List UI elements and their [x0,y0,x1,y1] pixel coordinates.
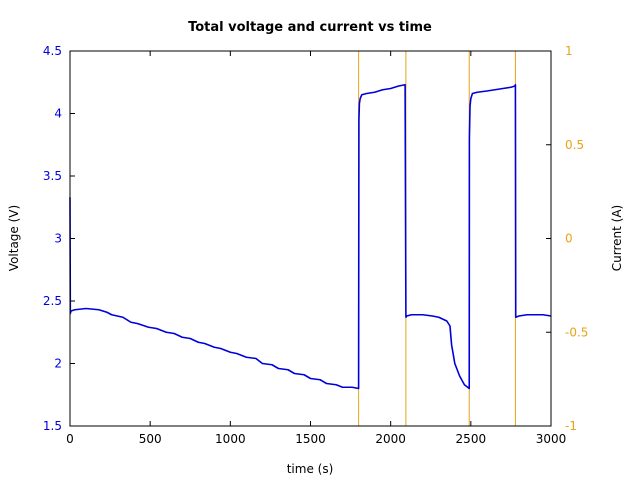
y-tick-label: 4.5 [43,44,62,58]
x-tick-label: 500 [139,432,162,446]
y2-tick-label: -1 [565,419,577,433]
axes: 0 500 1000 1500 2000 2500 3000 1.5 2 2.5 3 3.5 4 4.5 -… [43,44,589,446]
y-tick-label: 2.5 [43,294,62,308]
x-tick-label: 2000 [375,432,406,446]
x-tick-label: 2500 [456,432,487,446]
x-tick-label: 3000 [536,432,567,446]
y2-tick-label: 0 [565,232,573,246]
y-tick-label: 1.5 [43,419,62,433]
x-tick-label: 1000 [215,432,246,446]
y-tick-label: 3 [54,232,62,246]
y-tick-label: 4 [54,107,62,121]
plot-frame [69,50,552,427]
plot-area [69,51,552,426]
chart-title: Total voltage and current vs time [188,20,432,35]
y2-axis-label: Current (A) [610,205,624,271]
x-tick-label: 0 [66,432,74,446]
y-tick-label: 2 [54,357,62,371]
y-axis-label: Voltage (V) [7,205,21,271]
y2-tick-label: 1 [565,44,573,58]
x-axis-label: time (s) [287,462,334,476]
y2-tick-label: -0.5 [565,325,588,339]
y-tick-label: 3.5 [43,169,62,183]
x-tick-label: 1500 [295,432,326,446]
y2-tick-label: 0.5 [565,138,584,152]
voltage-line [69,83,552,390]
